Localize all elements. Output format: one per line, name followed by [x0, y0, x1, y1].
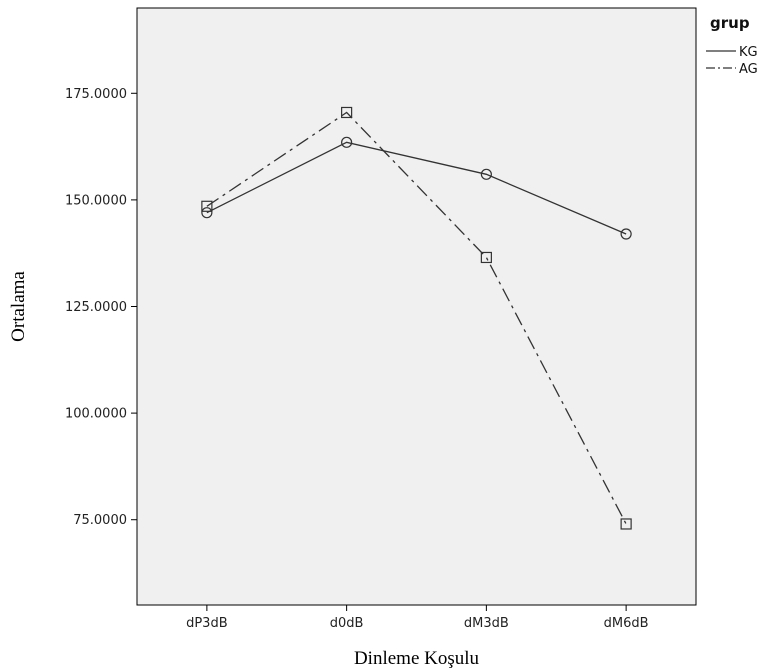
legend-label-ag: AG — [739, 62, 758, 77]
x-tick-label: dM6dB — [604, 616, 649, 631]
x-tick-label: dM3dB — [464, 616, 509, 631]
data-point-kg — [480, 168, 492, 180]
y-tick-label: 75.0000 — [73, 513, 127, 528]
x-axis: dP3dB d0dB dM3dB dM6dB — [186, 605, 649, 631]
y-tick-label: 100.0000 — [65, 407, 127, 422]
legend-label-kg: KG — [739, 45, 758, 60]
data-point-kg — [620, 228, 632, 240]
y-axis-title: Ortalama — [8, 271, 29, 342]
y-tick-label: 175.0000 — [65, 87, 127, 102]
plot-area — [136, 7, 697, 606]
data-point-kg — [201, 207, 213, 219]
series-line-kg — [206, 141, 627, 235]
series-line-ag — [206, 111, 627, 525]
y-tick-label: 125.0000 — [65, 300, 127, 315]
data-point-kg — [341, 136, 353, 148]
data-point-ag — [480, 251, 492, 264]
legend-title: grup — [710, 14, 750, 32]
y-tick-label: 150.0000 — [65, 193, 127, 208]
data-point-ag — [201, 200, 213, 212]
y-axis: 75.0000 100.0000 125.0000 150.0000 175.0000 — [65, 87, 137, 528]
data-point-ag — [341, 106, 353, 119]
x-tick-label: dP3dB — [186, 616, 228, 631]
data-point-ag — [620, 518, 632, 530]
series-layer — [201, 106, 632, 530]
x-tick-label: d0dB — [330, 616, 364, 631]
legend: grup KG AG — [706, 14, 758, 77]
x-axis-title: Dinleme Koşulu — [354, 648, 480, 669]
